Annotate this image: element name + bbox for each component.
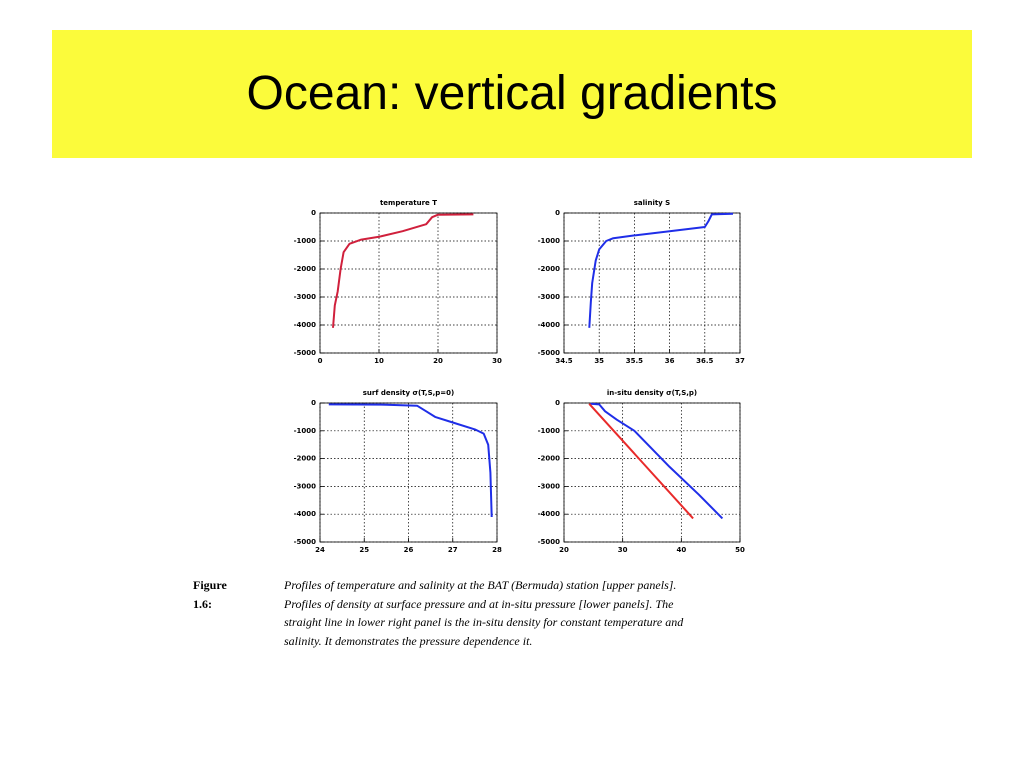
- data-line: [588, 212, 734, 328]
- x-tick-label: 26: [404, 546, 414, 554]
- x-tick-label: 20: [559, 546, 569, 554]
- caption-label: Figure 1.6:: [193, 578, 227, 611]
- y-tick-label: -1000: [538, 237, 561, 245]
- title-banner: [52, 30, 972, 158]
- y-tick-label: -2000: [538, 265, 561, 273]
- caption-text: Profiles of temperature and salinity at …: [284, 576, 884, 650]
- y-tick-label: -4000: [538, 510, 561, 518]
- y-tick-label: -5000: [538, 538, 561, 546]
- x-tick-label: 40: [676, 546, 686, 554]
- y-tick-label: 0: [311, 399, 316, 407]
- y-tick-label: -4000: [538, 321, 561, 329]
- x-tick-label: 30: [492, 357, 502, 365]
- x-tick-label: 50: [735, 546, 745, 554]
- x-tick-label: 36: [665, 357, 675, 365]
- data-line: [328, 403, 493, 518]
- y-tick-label: -1000: [294, 427, 317, 435]
- x-tick-label: 20: [433, 357, 443, 365]
- y-tick-label: -3000: [294, 293, 317, 301]
- y-tick-label: -2000: [294, 455, 317, 463]
- y-tick-label: -3000: [294, 482, 317, 490]
- y-tick-label: -1000: [294, 237, 317, 245]
- chart-title: salinity S: [634, 199, 670, 207]
- chart-title: surf density σ(T,S,p=0): [363, 389, 454, 397]
- x-tick-label: 35: [594, 357, 604, 365]
- data-line: [588, 403, 694, 520]
- y-tick-label: -4000: [294, 510, 317, 518]
- slide-title: Ocean: vertical gradients: [246, 67, 778, 120]
- x-tick-label: 10: [374, 357, 384, 365]
- y-tick-label: 0: [555, 399, 560, 407]
- y-tick-label: -2000: [538, 455, 561, 463]
- x-tick-label: 0: [318, 357, 323, 365]
- x-tick-label: 28: [492, 546, 502, 554]
- caption-line: Profiles of temperature and salinity at …: [284, 578, 677, 592]
- y-tick-label: -5000: [294, 538, 317, 546]
- data-line: [332, 213, 474, 328]
- x-tick-label: 37: [735, 357, 745, 365]
- x-tick-label: 25: [359, 546, 369, 554]
- chart-title: temperature T: [380, 199, 437, 207]
- x-tick-label: 36.5: [696, 357, 713, 365]
- y-tick-label: -4000: [294, 321, 317, 329]
- y-tick-label: 0: [555, 209, 560, 217]
- y-tick-label: -3000: [538, 293, 561, 301]
- plot-frame: [319, 212, 498, 354]
- y-tick-label: -5000: [538, 349, 561, 357]
- y-tick-label: -5000: [294, 349, 317, 357]
- caption-line: Profiles of density at surface pressure …: [284, 596, 674, 611]
- x-tick-label: 24: [315, 546, 325, 554]
- data-line: [590, 402, 724, 520]
- x-tick-label: 30: [618, 546, 628, 554]
- y-tick-label: 0: [311, 209, 316, 217]
- y-tick-label: -2000: [294, 265, 317, 273]
- y-tick-label: -3000: [538, 482, 561, 490]
- x-tick-label: 34.5: [555, 357, 572, 365]
- y-tick-label: -1000: [538, 427, 561, 435]
- x-tick-label: 35.5: [626, 357, 643, 365]
- plot-frame: [319, 402, 498, 543]
- caption-line: salinity. It demonstrates the pressure d…: [284, 633, 533, 648]
- caption-line: straight line in lower right panel is th…: [284, 615, 684, 629]
- chart-title: in-situ density σ(T,S,p): [607, 389, 697, 397]
- x-tick-label: 27: [448, 546, 458, 554]
